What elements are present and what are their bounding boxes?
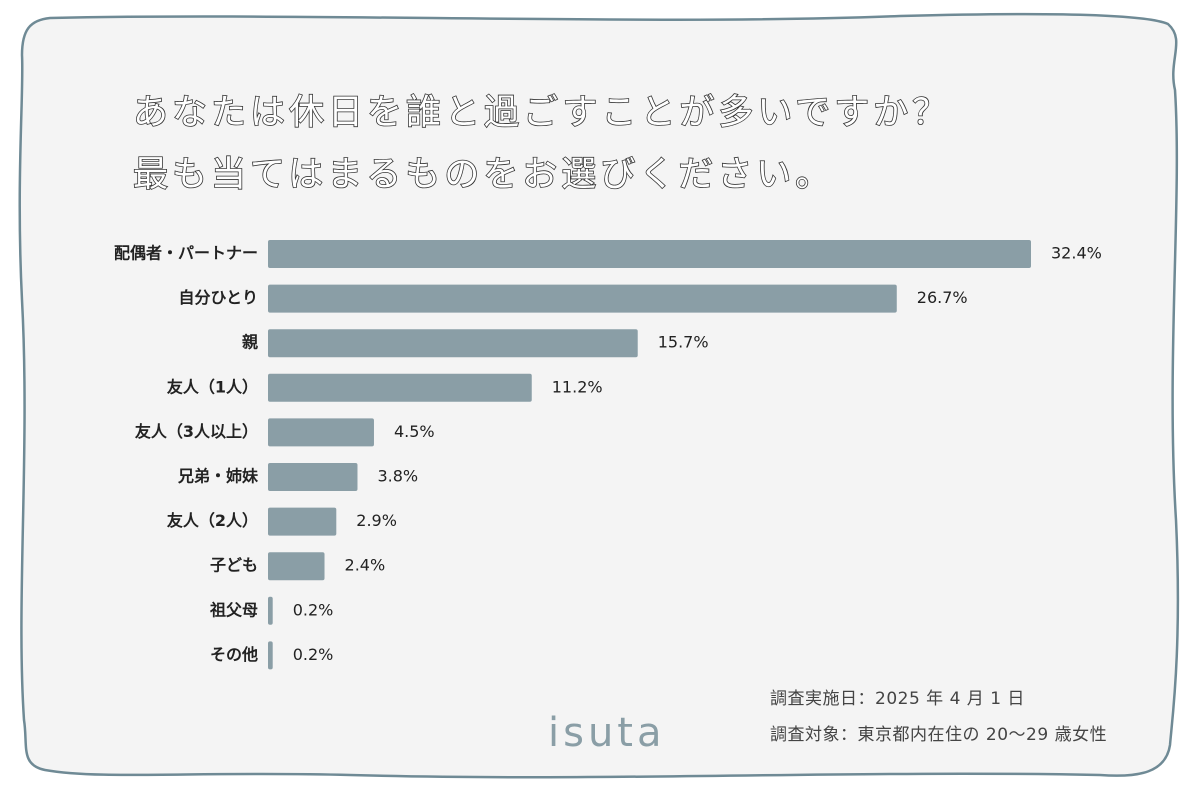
category-label: 配偶者・パートナー (114, 244, 258, 263)
chart-title: あなたは休日を誰と過ごすことが多いですか？ 最も当てはまるものをお選びください。 (132, 82, 952, 206)
category-label: 子ども (210, 556, 258, 575)
value-label: 2.9% (356, 511, 397, 530)
category-label: 友人（2人） (167, 511, 258, 530)
category-label: 祖父母 (209, 600, 258, 619)
chart-title-line2: 最も当てはまるものをお選びください。 (132, 154, 835, 196)
isuta-logo: isuta (548, 710, 666, 756)
value-label: 3.8% (377, 467, 418, 486)
bar (268, 329, 638, 358)
value-label: 32.4% (1051, 244, 1102, 263)
bar (268, 552, 325, 581)
category-label: 友人（1人） (167, 377, 258, 396)
category-label: 兄弟・姉妹 (177, 467, 259, 486)
chart-title-line1: あなたは休日を誰と過ごすことが多いですか？ (132, 92, 952, 134)
value-label: 0.2% (293, 600, 334, 619)
bar (268, 507, 337, 536)
category-label: 友人（3人以上） (135, 422, 258, 441)
value-label: 11.2% (552, 377, 603, 396)
survey-target-note: 調査対象：東京都内在住の 20〜29 歳女性 (770, 725, 1108, 745)
bars-group: 配偶者・パートナー 32.4% 自分ひとり 26.7% 親 15.7% 友人（1人） 11.2… (114, 240, 1102, 670)
bar (268, 284, 897, 313)
value-label: 0.2% (293, 645, 334, 664)
category-label: その他 (210, 645, 258, 664)
bar (268, 240, 1031, 268)
value-label: 2.4% (345, 556, 386, 575)
category-label: 自分ひとり (178, 288, 258, 307)
category-label: 親 (242, 333, 258, 352)
survey-date-note: 調査実施日：2025 年 4 月 1 日 (770, 689, 1025, 709)
value-label: 15.7% (658, 333, 709, 352)
bar (268, 418, 374, 447)
bar (268, 596, 273, 625)
bar (268, 641, 273, 670)
value-label: 26.7% (917, 288, 968, 307)
card-border (18, 12, 1180, 779)
value-label: 4.5% (394, 422, 435, 441)
bar (268, 373, 532, 402)
bar (268, 463, 358, 491)
